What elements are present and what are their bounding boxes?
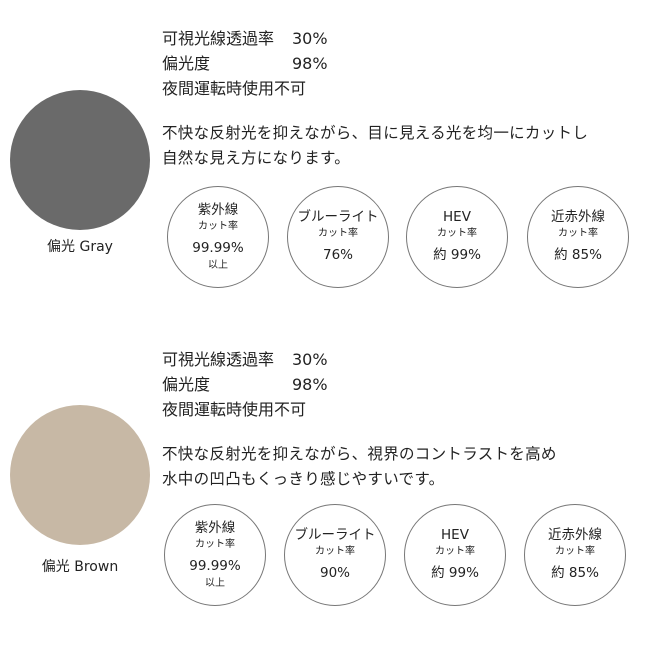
cut-rate-badge: 紫外線カット率 99.99% 以上 — [164, 504, 266, 606]
spec-key: 夜間運転時使用不可 — [162, 79, 307, 98]
color-swatch — [10, 90, 150, 230]
badge-subtitle: カット率 — [555, 545, 595, 557]
badge-value: 約 99% — [431, 564, 479, 581]
badge-subtitle: カット率 — [195, 538, 235, 550]
badge-title: HEV — [441, 526, 469, 543]
badge-title: 近赤外線 — [548, 526, 602, 543]
lens-name: 偏光 Gray — [47, 239, 113, 255]
spec-row: 可視光線透過率 30% — [162, 347, 328, 372]
color-swatch — [10, 405, 150, 545]
badge-subtitle: カット率 — [558, 227, 598, 239]
cut-rate-badge: HEV カット率約 99% — [404, 504, 506, 606]
badge-title: ブルーライト — [297, 208, 379, 225]
lens-name: 偏光 Brown — [41, 559, 119, 575]
spec-row: 可視光線透過率 30% — [162, 26, 328, 51]
spec-key: 夜間運転時使用不可 — [162, 400, 307, 419]
badge-value: 99.99% — [189, 557, 241, 574]
spec-value: 98% — [292, 54, 328, 73]
badge-value: 約 85% — [551, 564, 599, 581]
badge-title: 紫外線 — [197, 201, 239, 218]
badge-subtitle: カット率 — [437, 227, 477, 239]
badge-note: 以上 — [208, 259, 228, 271]
spec-key: 偏光度 — [162, 54, 211, 73]
spec-value: 30% — [292, 29, 328, 48]
cut-rate-badge: ブルーライトカット率 90% — [284, 504, 386, 606]
badge-title: HEV — [443, 208, 471, 225]
badge-subtitle: カット率 — [435, 545, 475, 557]
spec-key: 可視光線透過率 — [162, 29, 275, 48]
spec-value: 98% — [292, 375, 328, 394]
cut-rate-badge: 紫外線カット率 99.99% 以上 — [167, 186, 269, 288]
badge-title: 紫外線 — [194, 519, 236, 536]
badge-subtitle: カット率 — [315, 545, 355, 557]
spec-row: 偏光度 98% — [162, 51, 328, 76]
cut-rate-badge: ブルーライトカット率 76% — [287, 186, 389, 288]
cut-rate-badge: 近赤外線カット率約 85% — [524, 504, 626, 606]
spec-row: 偏光度 98% — [162, 372, 328, 397]
spec-value: 30% — [292, 350, 328, 369]
badge-note: 以上 — [205, 577, 225, 589]
spec-key: 偏光度 — [162, 375, 211, 394]
spec-row: 夜間運転時使用不可 — [162, 397, 306, 422]
badge-value: 約 85% — [554, 246, 602, 263]
badge-title: ブルーライト — [294, 526, 376, 543]
badge-title: 近赤外線 — [551, 208, 605, 225]
spec-row: 夜間運転時使用不可 — [162, 76, 306, 101]
description-line: 自然な見え方になります。 — [162, 149, 351, 167]
badge-value: 90% — [319, 564, 350, 581]
description-line: 水中の凹凸もくっきり感じやすいです。 — [162, 470, 445, 488]
badge-subtitle: カット率 — [318, 227, 358, 239]
description-line: 不快な反射光を抑えながら、目に見える光を均一にカットし — [162, 124, 589, 142]
badge-subtitle: カット率 — [198, 220, 238, 232]
badge-value: 約 99% — [433, 246, 481, 263]
badge-value: 99.99% — [192, 239, 244, 256]
spec-key: 可視光線透過率 — [162, 350, 275, 369]
cut-rate-badge: HEV カット率約 99% — [406, 186, 508, 288]
description-line: 不快な反射光を抑えながら、視界のコントラストを高め — [162, 445, 557, 463]
badge-value: 76% — [322, 246, 353, 263]
cut-rate-badge: 近赤外線カット率約 85% — [527, 186, 629, 288]
